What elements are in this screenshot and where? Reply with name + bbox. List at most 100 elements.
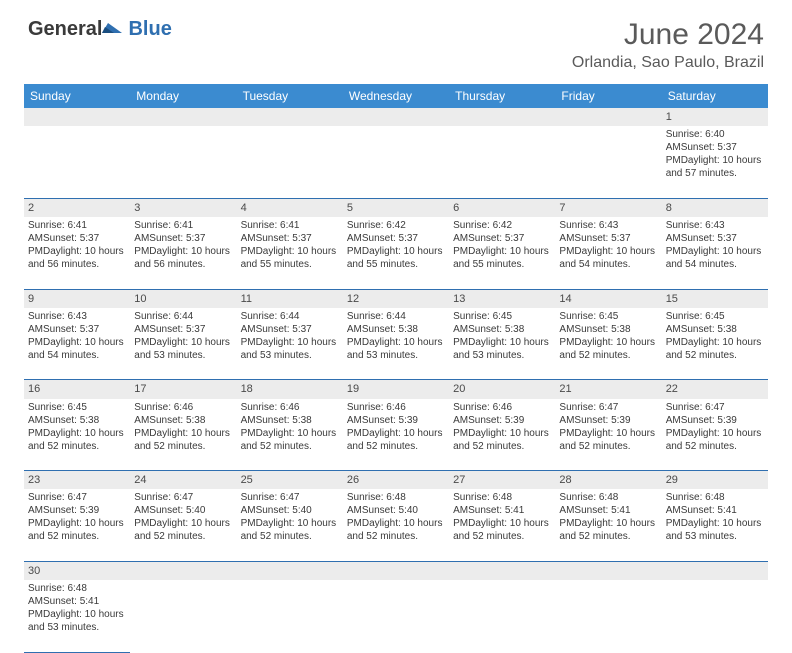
- flag-icon: [102, 19, 126, 37]
- daylight-text: Daylight: 10 hours and 57 minutes.: [666, 155, 762, 179]
- day-number-cell: 5: [343, 198, 449, 217]
- day-number-cell: [130, 561, 236, 580]
- weekday-header: Wednesday: [343, 84, 449, 108]
- daylight-text: Daylight: 10 hours and 52 minutes.: [347, 518, 443, 542]
- day-number-cell: [343, 108, 449, 126]
- daylight-text: Daylight: 10 hours and 53 minutes.: [453, 337, 549, 361]
- day-number-cell: 30: [24, 561, 130, 580]
- day-number-cell: 15: [662, 289, 768, 308]
- weekday-header: Friday: [555, 84, 661, 108]
- daylight-text: Daylight: 10 hours and 52 minutes.: [453, 518, 549, 542]
- weekday-header: Monday: [130, 84, 236, 108]
- day-number-cell: 11: [237, 289, 343, 308]
- daylight-text: Daylight: 10 hours and 52 minutes.: [453, 428, 549, 452]
- daylight-text: Daylight: 10 hours and 52 minutes.: [666, 428, 762, 452]
- week-row: Sunrise: 6:48 AMSunset: 5:41 PMDaylight:…: [24, 580, 768, 652]
- day-cell: Sunrise: 6:47 AMSunset: 5:39 PMDaylight:…: [555, 399, 661, 471]
- daylight-text: Daylight: 10 hours and 56 minutes.: [28, 246, 124, 270]
- day-cell: Sunrise: 6:42 AMSunset: 5:37 PMDaylight:…: [343, 217, 449, 289]
- day-number-cell: 22: [662, 380, 768, 399]
- day-number-cell: 23: [24, 471, 130, 490]
- day-number-cell: 3: [130, 198, 236, 217]
- daylight-text: Daylight: 10 hours and 53 minutes.: [134, 337, 230, 361]
- day-cell: Sunrise: 6:45 AMSunset: 5:38 PMDaylight:…: [662, 308, 768, 380]
- day-number-cell: 1: [662, 108, 768, 126]
- day-cell: Sunrise: 6:47 AMSunset: 5:39 PMDaylight:…: [662, 399, 768, 471]
- daylight-text: Daylight: 10 hours and 54 minutes.: [666, 246, 762, 270]
- day-number-cell: 25: [237, 471, 343, 490]
- day-cell: Sunrise: 6:43 AMSunset: 5:37 PMDaylight:…: [662, 217, 768, 289]
- day-cell: [130, 126, 236, 198]
- day-cell: Sunrise: 6:48 AMSunset: 5:41 PMDaylight:…: [449, 489, 555, 561]
- daylight-text: Daylight: 10 hours and 56 minutes.: [134, 246, 230, 270]
- logo-text-general: General: [28, 18, 102, 41]
- day-number-cell: 10: [130, 289, 236, 308]
- title-block: June 2024 Orlandia, Sao Paulo, Brazil: [572, 18, 764, 72]
- day-cell: [343, 580, 449, 652]
- day-cell: [555, 580, 661, 652]
- logo-text-blue: Blue: [128, 18, 171, 41]
- daylight-text: Daylight: 10 hours and 53 minutes.: [347, 337, 443, 361]
- day-cell: [24, 126, 130, 198]
- day-cell: [449, 126, 555, 198]
- daylight-text: Daylight: 10 hours and 55 minutes.: [347, 246, 443, 270]
- day-cell: Sunrise: 6:43 AMSunset: 5:37 PMDaylight:…: [24, 308, 130, 380]
- daylight-text: Daylight: 10 hours and 52 minutes.: [241, 518, 337, 542]
- day-cell: Sunrise: 6:46 AMSunset: 5:38 PMDaylight:…: [130, 399, 236, 471]
- day-cell: Sunrise: 6:41 AMSunset: 5:37 PMDaylight:…: [130, 217, 236, 289]
- daylight-text: Daylight: 10 hours and 55 minutes.: [241, 246, 337, 270]
- day-cell: Sunrise: 6:41 AMSunset: 5:37 PMDaylight:…: [237, 217, 343, 289]
- daylight-text: Daylight: 10 hours and 52 minutes.: [241, 428, 337, 452]
- day-cell: Sunrise: 6:48 AMSunset: 5:41 PMDaylight:…: [24, 580, 130, 652]
- day-number-cell: [555, 108, 661, 126]
- day-cell: [343, 126, 449, 198]
- day-cell: Sunrise: 6:40 AMSunset: 5:37 PMDaylight:…: [662, 126, 768, 198]
- day-cell: Sunrise: 6:45 AMSunset: 5:38 PMDaylight:…: [24, 399, 130, 471]
- day-number-cell: [449, 561, 555, 580]
- daylight-text: Daylight: 10 hours and 52 minutes.: [559, 518, 655, 542]
- day-cell: Sunrise: 6:44 AMSunset: 5:38 PMDaylight:…: [343, 308, 449, 380]
- day-number-cell: [343, 561, 449, 580]
- day-number-cell: 7: [555, 198, 661, 217]
- day-cell: Sunrise: 6:44 AMSunset: 5:37 PMDaylight:…: [130, 308, 236, 380]
- day-cell: [237, 126, 343, 198]
- day-number-cell: [237, 561, 343, 580]
- day-number-cell: [237, 108, 343, 126]
- day-number-cell: 9: [24, 289, 130, 308]
- day-cell: Sunrise: 6:47 AMSunset: 5:39 PMDaylight:…: [24, 489, 130, 561]
- day-number-cell: 26: [343, 471, 449, 490]
- week-row: Sunrise: 6:43 AMSunset: 5:37 PMDaylight:…: [24, 308, 768, 380]
- day-number-cell: 2: [24, 198, 130, 217]
- daylight-text: Daylight: 10 hours and 53 minutes.: [28, 609, 124, 633]
- day-cell: Sunrise: 6:45 AMSunset: 5:38 PMDaylight:…: [449, 308, 555, 380]
- day-cell: Sunrise: 6:46 AMSunset: 5:38 PMDaylight:…: [237, 399, 343, 471]
- day-cell: Sunrise: 6:46 AMSunset: 5:39 PMDaylight:…: [343, 399, 449, 471]
- week-row: Sunrise: 6:47 AMSunset: 5:39 PMDaylight:…: [24, 489, 768, 561]
- day-number-row: 9101112131415: [24, 289, 768, 308]
- day-number-cell: 8: [662, 198, 768, 217]
- daylight-text: Daylight: 10 hours and 52 minutes.: [28, 518, 124, 542]
- day-number-cell: 20: [449, 380, 555, 399]
- location-label: Orlandia, Sao Paulo, Brazil: [572, 54, 764, 72]
- daylight-text: Daylight: 10 hours and 52 minutes.: [666, 337, 762, 361]
- week-row: Sunrise: 6:41 AMSunset: 5:37 PMDaylight:…: [24, 217, 768, 289]
- daylight-text: Daylight: 10 hours and 52 minutes.: [559, 337, 655, 361]
- day-number-cell: [130, 108, 236, 126]
- weekday-header-row: Sunday Monday Tuesday Wednesday Thursday…: [24, 84, 768, 108]
- day-number-cell: 18: [237, 380, 343, 399]
- daylight-text: Daylight: 10 hours and 52 minutes.: [28, 428, 124, 452]
- day-number-cell: 24: [130, 471, 236, 490]
- daylight-text: Daylight: 10 hours and 52 minutes.: [134, 518, 230, 542]
- day-number-row: 1: [24, 108, 768, 126]
- daylight-text: Daylight: 10 hours and 52 minutes.: [134, 428, 230, 452]
- daylight-text: Daylight: 10 hours and 53 minutes.: [241, 337, 337, 361]
- week-row: Sunrise: 6:45 AMSunset: 5:38 PMDaylight:…: [24, 399, 768, 471]
- day-number-cell: 27: [449, 471, 555, 490]
- day-number-cell: 19: [343, 380, 449, 399]
- weekday-header: Thursday: [449, 84, 555, 108]
- day-cell: Sunrise: 6:42 AMSunset: 5:37 PMDaylight:…: [449, 217, 555, 289]
- weekday-header: Saturday: [662, 84, 768, 108]
- daylight-text: Daylight: 10 hours and 54 minutes.: [28, 337, 124, 361]
- weekday-header: Tuesday: [237, 84, 343, 108]
- day-cell: Sunrise: 6:48 AMSunset: 5:40 PMDaylight:…: [343, 489, 449, 561]
